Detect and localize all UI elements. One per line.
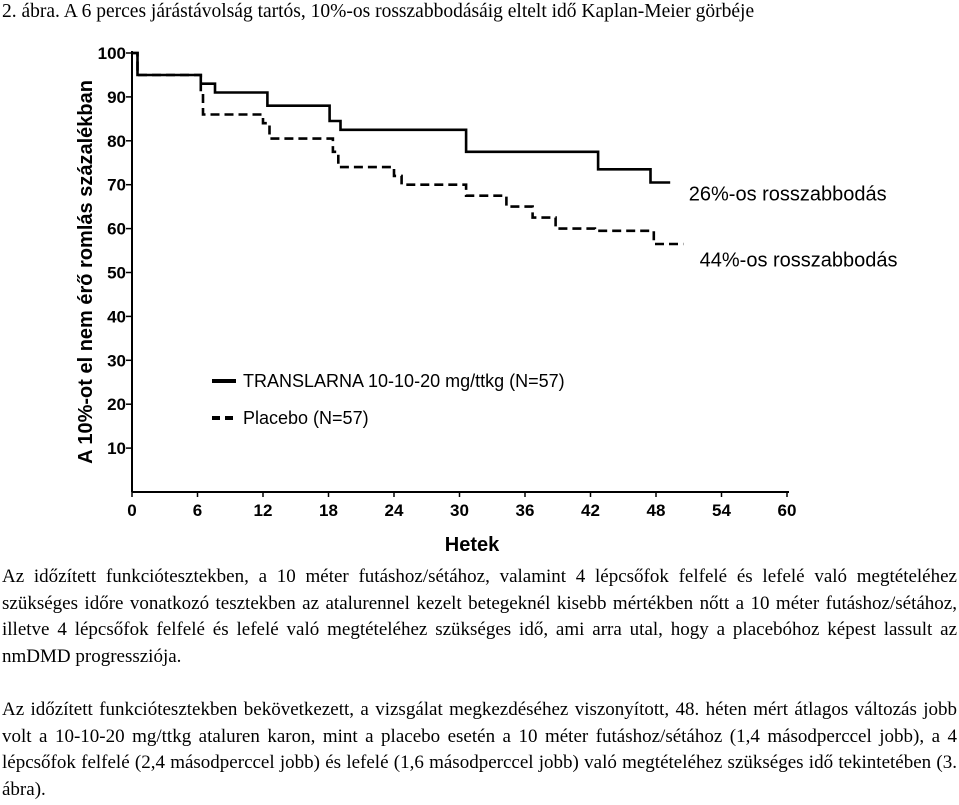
y-tick-label: 20 bbox=[107, 395, 126, 414]
x-tick-label: 36 bbox=[516, 501, 535, 520]
x-tick-label: 24 bbox=[385, 501, 404, 520]
x-tick-label: 6 bbox=[193, 501, 202, 520]
x-tick-label: 60 bbox=[778, 501, 797, 520]
x-tick-label: 18 bbox=[319, 501, 338, 520]
y-axis-label: A 10%-ot el nem érő romlás százalékban bbox=[75, 80, 97, 464]
x-tick-label: 42 bbox=[581, 501, 600, 520]
y-tick-label: 70 bbox=[107, 176, 126, 195]
x-tick-label: 54 bbox=[712, 501, 731, 520]
placebo-curve bbox=[132, 51, 684, 246]
y-tick-label: 50 bbox=[107, 264, 126, 283]
chart-legend: TRANSLARNA 10-10-20 mg/ttkg (N=57) Placeb… bbox=[212, 371, 565, 428]
annotation-translarna: 26%-os rosszabbodás bbox=[689, 183, 887, 205]
x-tick-label: 30 bbox=[450, 501, 469, 520]
chart-labels: Hetek A 10%-ot el nem érő romlás százalék… bbox=[75, 80, 898, 556]
x-axis-label: Hetek bbox=[445, 534, 500, 556]
y-tick-label: 80 bbox=[107, 132, 126, 151]
chart-axes: 10 20 30 40 50 60 70 80 90 100 0 6 12 18 24 30 36 42 48 54 6… bbox=[98, 44, 797, 520]
y-tick-label: 30 bbox=[107, 351, 126, 370]
x-tick-label: 48 bbox=[647, 501, 666, 520]
legend-label-translarna: TRANSLARNA 10-10-20 mg/ttkg (N=57) bbox=[243, 371, 565, 391]
y-tick-label: 90 bbox=[107, 88, 126, 107]
annotation-placebo: 44%-os rosszabbodás bbox=[700, 249, 898, 271]
figure-caption: 2. ábra. A 6 perces járástávolság tartós… bbox=[2, 1, 755, 22]
kaplan-meier-chart: 10 20 30 40 50 60 70 80 90 100 0 6 12 18 24 30 36 42 48 54 6… bbox=[75, 44, 898, 556]
y-tick-label: 60 bbox=[107, 220, 126, 239]
y-tick-label: 100 bbox=[98, 44, 126, 63]
y-tick-label: 40 bbox=[107, 307, 126, 326]
chart-series bbox=[132, 51, 684, 246]
x-tick-label: 12 bbox=[254, 501, 273, 520]
paragraph-2: Az időzített funkciótesztekben bekövetke… bbox=[2, 699, 957, 800]
legend-label-placebo: Placebo (N=57) bbox=[243, 408, 369, 428]
paragraph-1: Az időzített funkciótesztekben, a 10 mét… bbox=[2, 566, 957, 667]
translarna-curve bbox=[132, 51, 671, 184]
x-tick-label: 0 bbox=[127, 501, 136, 520]
y-tick-label: 10 bbox=[107, 439, 126, 458]
